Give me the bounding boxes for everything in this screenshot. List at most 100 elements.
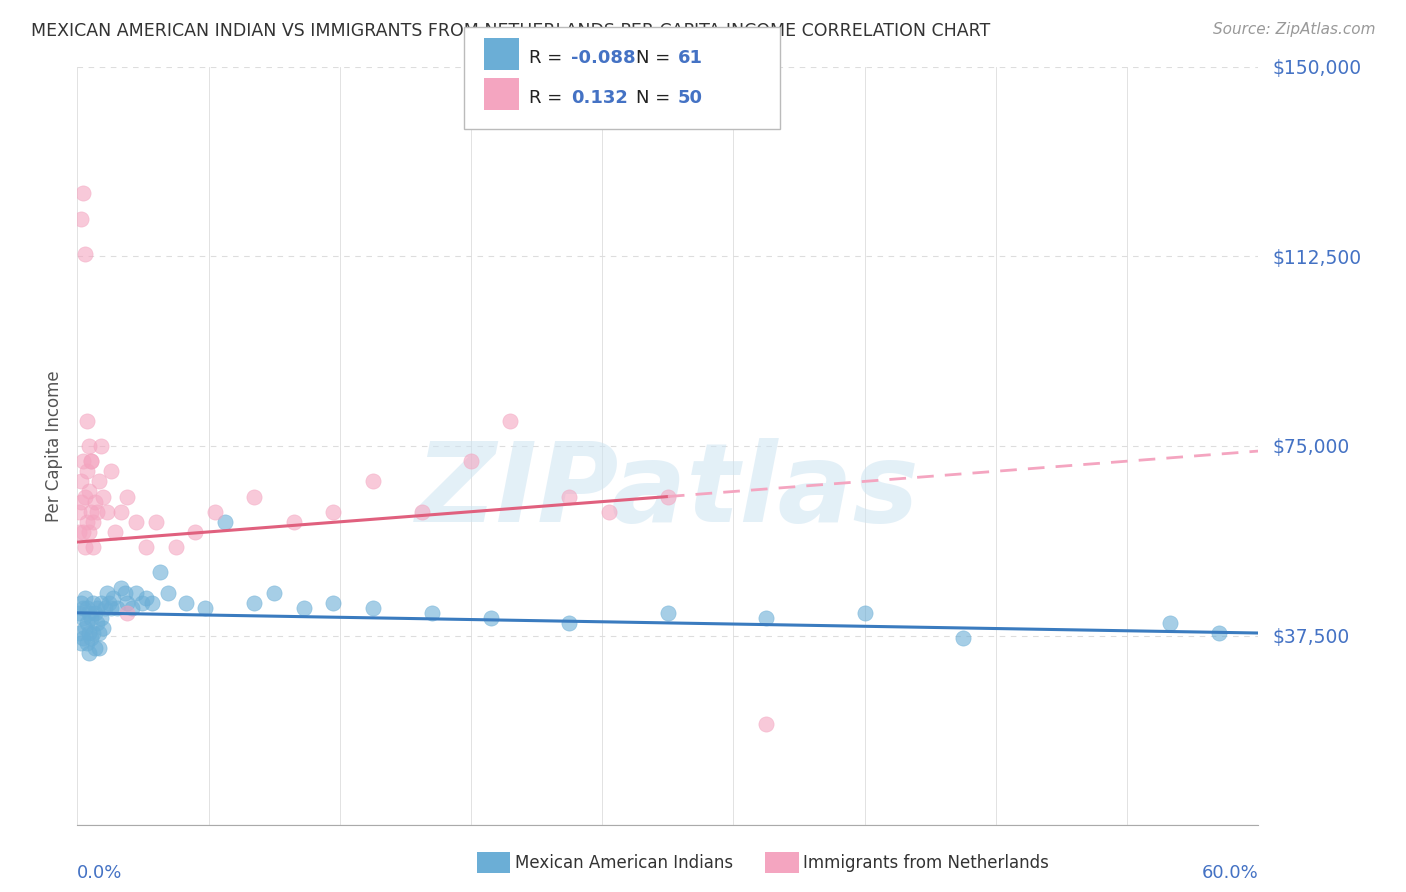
Point [80, 505, 103, 519]
Point [87, 475, 110, 489]
Point [75, 591, 97, 605]
Point [70, 475, 93, 489]
Point [70, 211, 93, 226]
Point [94, 600, 117, 615]
Point [115, 606, 138, 620]
Point [84, 494, 107, 508]
Point [84, 641, 107, 656]
Point [67, 606, 90, 620]
Point [125, 585, 148, 599]
Point [86, 600, 108, 615]
Point [657, 606, 679, 620]
Text: Immigrants from Netherlands: Immigrants from Netherlands [803, 854, 1049, 871]
Point [411, 505, 433, 519]
Text: 0.132: 0.132 [571, 89, 627, 107]
Point [114, 585, 136, 599]
Point [361, 475, 384, 489]
Point [75, 540, 97, 554]
Text: 61: 61 [678, 49, 703, 67]
Text: -0.088: -0.088 [571, 49, 636, 67]
Point [77, 524, 100, 539]
Point [165, 540, 187, 554]
Point [76, 615, 98, 630]
Point [263, 585, 285, 599]
Point [75, 621, 97, 635]
Point [67, 626, 90, 640]
Point [72, 611, 94, 625]
Point [97, 596, 120, 610]
Text: Mexican American Indians: Mexican American Indians [515, 854, 733, 871]
Text: N =: N = [636, 49, 675, 67]
Point [499, 414, 522, 428]
Point [149, 566, 172, 580]
Point [420, 606, 443, 620]
Point [80, 611, 103, 625]
Point [755, 717, 778, 731]
Point [86, 615, 108, 630]
Point [76, 515, 98, 529]
Point [243, 490, 266, 504]
Text: ZIPatlas: ZIPatlas [416, 438, 920, 545]
Point [67, 505, 90, 519]
Point [1159, 615, 1181, 630]
Point [72, 454, 94, 468]
Point [322, 505, 344, 519]
Point [86, 505, 108, 519]
Point [77, 606, 100, 620]
Point [96, 505, 118, 519]
Point [76, 414, 98, 428]
Point [174, 596, 197, 610]
Point [77, 646, 100, 660]
Point [598, 505, 620, 519]
Point [125, 515, 148, 529]
Point [657, 490, 679, 504]
Point [72, 600, 94, 615]
Point [156, 585, 179, 599]
Point [110, 581, 132, 595]
Point [558, 490, 581, 504]
Point [755, 611, 778, 625]
Point [91, 621, 114, 635]
Point [72, 186, 94, 201]
Point [214, 515, 236, 529]
Point [82, 515, 104, 529]
Point [80, 631, 103, 645]
Point [87, 626, 110, 640]
Point [75, 247, 97, 261]
Point [76, 600, 98, 615]
Point [853, 606, 876, 620]
Point [194, 600, 217, 615]
Point [82, 626, 104, 640]
Point [90, 611, 112, 625]
Text: R =: R = [529, 89, 574, 107]
Point [84, 606, 107, 620]
Point [1208, 626, 1230, 640]
Text: Source: ZipAtlas.com: Source: ZipAtlas.com [1212, 22, 1375, 37]
Point [141, 596, 163, 610]
Point [243, 596, 266, 610]
Text: N =: N = [636, 89, 675, 107]
Point [91, 490, 114, 504]
Point [322, 596, 344, 610]
Text: 50: 50 [678, 89, 703, 107]
Point [77, 626, 100, 640]
Point [82, 596, 104, 610]
Point [479, 611, 502, 625]
Point [72, 631, 94, 645]
Point [82, 540, 104, 554]
Point [77, 439, 100, 453]
Point [70, 494, 93, 508]
Point [87, 641, 110, 656]
Point [76, 464, 98, 478]
Point [96, 585, 118, 599]
Point [75, 490, 97, 504]
Text: MEXICAN AMERICAN INDIAN VS IMMIGRANTS FROM NETHERLANDS PER CAPITA INCOME CORRELA: MEXICAN AMERICAN INDIAN VS IMMIGRANTS FR… [31, 22, 990, 40]
Point [184, 524, 207, 539]
Point [104, 524, 127, 539]
Y-axis label: Per Capita Income: Per Capita Income [45, 370, 63, 522]
Text: 60.0%: 60.0% [1202, 864, 1258, 882]
Point [145, 515, 167, 529]
Point [101, 591, 124, 605]
Point [76, 636, 98, 650]
Point [135, 591, 157, 605]
